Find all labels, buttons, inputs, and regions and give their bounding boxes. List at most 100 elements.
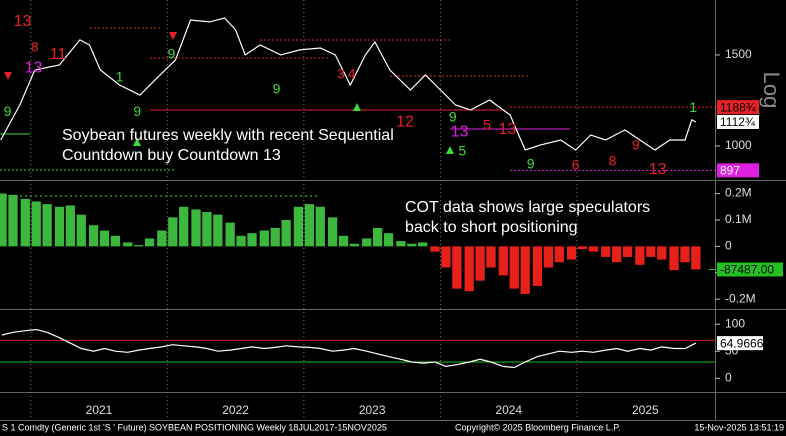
sequential-count: 12 bbox=[396, 113, 414, 130]
cot-bar bbox=[225, 222, 235, 247]
cot-bar bbox=[646, 246, 656, 257]
sequential-count: 9 bbox=[4, 103, 12, 119]
value-label: -87487.00 bbox=[720, 263, 774, 277]
cot-bar bbox=[0, 193, 7, 247]
footer-source: S 1 Comdty (Generic 1st 'S ' Future) SOY… bbox=[2, 422, 387, 432]
cot-bar bbox=[213, 214, 223, 247]
scale-label: Log bbox=[759, 72, 784, 109]
cot-bar bbox=[110, 235, 121, 247]
buy-arrow bbox=[446, 146, 454, 154]
y-tick-label: 0 bbox=[725, 370, 732, 384]
cot-bar bbox=[304, 204, 314, 247]
study-lines bbox=[0, 27, 570, 197]
x-tick-label: 2025 bbox=[632, 403, 659, 417]
cot-bar bbox=[612, 246, 622, 263]
sequential-count: 8 bbox=[609, 153, 617, 169]
value-label: 64.9666 bbox=[720, 336, 764, 350]
cot-bar bbox=[362, 238, 372, 247]
sequential-count: 13 bbox=[14, 13, 32, 30]
value-label-box bbox=[717, 262, 783, 277]
y-tick-label: 100 bbox=[725, 316, 745, 330]
cot-bar bbox=[452, 246, 462, 289]
footer-copyright: Copyright© 2025 Bloomberg Finance L.P. bbox=[455, 422, 621, 432]
sequential-count: 9 bbox=[168, 46, 176, 62]
cot-bar bbox=[601, 246, 611, 257]
cot-bar bbox=[236, 235, 246, 247]
annotation: back to short positioning bbox=[405, 219, 578, 236]
cot-bar bbox=[418, 242, 428, 247]
sequential-count: 9 bbox=[133, 103, 141, 119]
cot-bar bbox=[373, 227, 383, 247]
sequential-count: 9 bbox=[273, 81, 281, 97]
cot-bar bbox=[396, 241, 406, 247]
sequential-count: 6 bbox=[572, 157, 580, 173]
cot-bar bbox=[88, 225, 99, 247]
sequential-count: 13 bbox=[649, 161, 667, 178]
cot-bar bbox=[498, 246, 508, 276]
cot-bar bbox=[407, 243, 417, 247]
value-label: 1188¾ bbox=[720, 100, 757, 114]
sequential-count: 11 bbox=[50, 46, 67, 63]
cot-bar bbox=[486, 246, 496, 268]
x-tick-label: 2024 bbox=[495, 403, 522, 417]
cot-bar bbox=[577, 246, 588, 250]
sequential-count: 3 bbox=[337, 66, 345, 82]
x-tick-label: 2021 bbox=[86, 403, 113, 417]
cot-bar bbox=[293, 206, 304, 247]
y-tick-label: 1000 bbox=[725, 138, 752, 152]
sequential-count: 5 bbox=[483, 117, 491, 133]
cot-bar bbox=[76, 214, 86, 247]
sequential-count: 8 bbox=[31, 39, 39, 55]
cot-bar bbox=[680, 246, 690, 263]
sequential-count: 1 bbox=[689, 99, 697, 115]
y-tick-label: -0.2M bbox=[725, 291, 756, 305]
cot-bar bbox=[157, 230, 167, 247]
cot-bar bbox=[42, 204, 52, 247]
x-tick-label: 2023 bbox=[359, 403, 386, 417]
value-label: 1112¾ bbox=[720, 115, 756, 129]
cot-bar bbox=[532, 246, 543, 286]
cot-bar bbox=[441, 246, 451, 268]
cot-bar bbox=[168, 217, 178, 247]
annotation: Soybean futures weekly with recent Seque… bbox=[62, 127, 394, 144]
y-tick-label: 0.2M bbox=[725, 186, 752, 200]
cot-bar bbox=[247, 233, 257, 247]
cot-bar bbox=[144, 238, 155, 247]
cot-bar bbox=[133, 245, 144, 247]
cot-bar bbox=[464, 246, 474, 292]
cot-bar bbox=[657, 246, 667, 260]
cot-bar bbox=[383, 233, 394, 247]
cot-bar bbox=[179, 206, 189, 247]
cot-bar bbox=[315, 206, 325, 247]
frame bbox=[0, 0, 786, 421]
cot-bar bbox=[566, 246, 577, 260]
value-label-box bbox=[717, 163, 759, 178]
cot-bar bbox=[327, 217, 338, 247]
buy-arrow bbox=[133, 138, 141, 146]
y-tick-label: 0 bbox=[725, 239, 732, 253]
cot-bar bbox=[588, 246, 599, 252]
y-tick-label: 1500 bbox=[725, 47, 752, 61]
value-label-box bbox=[717, 114, 759, 129]
cot-bar bbox=[543, 246, 554, 268]
cot-bar bbox=[338, 235, 349, 247]
value-label-box bbox=[717, 100, 759, 115]
sequential-count: 13 bbox=[498, 121, 516, 138]
sequential-count: 9 bbox=[527, 156, 535, 172]
buy-arrow bbox=[353, 103, 361, 111]
x-tick-label: 2022 bbox=[222, 403, 249, 417]
annotation: Countdown buy Countdown 13 bbox=[62, 147, 281, 164]
sequential-count: 13 bbox=[451, 123, 469, 140]
value-label: 897 bbox=[720, 164, 740, 178]
sequential-count: 1 bbox=[116, 69, 124, 85]
sequential-count: 5 bbox=[458, 143, 466, 159]
cot-bar bbox=[54, 206, 65, 247]
cot-bar bbox=[270, 227, 280, 247]
cot-bar bbox=[475, 246, 485, 281]
price-line bbox=[0, 17, 697, 151]
cot-bar bbox=[99, 230, 110, 247]
